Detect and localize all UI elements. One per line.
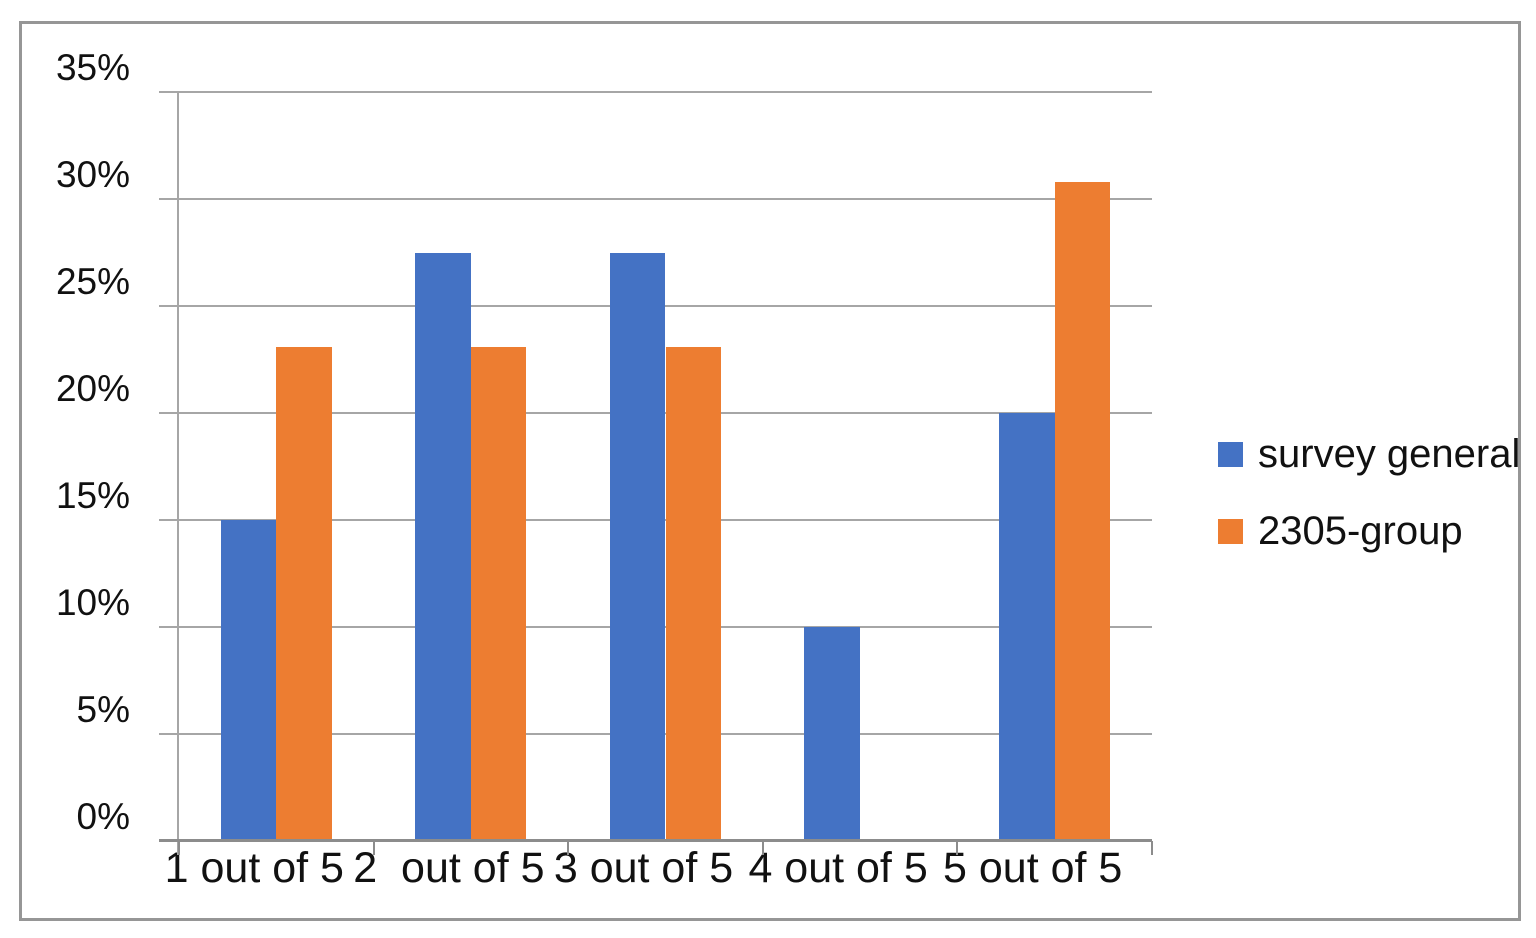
- y-axis-label-30%: 30%: [55, 154, 130, 195]
- x-axis-tick-5: [1151, 841, 1153, 855]
- y-axis-label-20%: 20%: [55, 368, 130, 409]
- y-axis-label-0%: 0%: [76, 796, 130, 837]
- y-axis-line: [177, 92, 179, 855]
- bar-survey-general-category-4: [804, 627, 861, 841]
- x-axis-tick-3: [761, 841, 764, 855]
- legend-item-survey-general: survey general: [1218, 430, 1520, 479]
- x-axis-tick-1: [372, 841, 375, 855]
- x-axis-line: [159, 839, 1152, 842]
- x-axis-label-category-1: 1 out of 5: [164, 844, 344, 892]
- y-axis-label-5%: 5%: [76, 689, 130, 730]
- gridline-30%: [159, 198, 1152, 200]
- bar-survey-general-category-2: [415, 252, 471, 841]
- bar-2305-group-category-1: [276, 346, 332, 841]
- y-axis-label-10%: 10%: [55, 582, 130, 623]
- y-axis-label-35%: 35%: [55, 47, 130, 88]
- y-axis-label-25%: 25%: [55, 261, 130, 302]
- legend-item-2305-group: 2305-group: [1218, 507, 1520, 556]
- legend-swatch-survey-general: [1218, 442, 1243, 467]
- x-axis-label-category-5: 5 out of 5: [943, 844, 1123, 892]
- legend: survey general 2305-group: [1218, 430, 1520, 584]
- gridline-35%: [159, 91, 1152, 93]
- bar-2305-group-category-2: [470, 346, 527, 841]
- x-axis-tick-2: [567, 841, 570, 855]
- chart-frame: survey general 2305-group: [19, 21, 1521, 921]
- x-axis-tick-4: [956, 841, 959, 855]
- bar-2305-group-category-5: [1054, 181, 1111, 841]
- bar-survey-general-category-5: [999, 413, 1055, 841]
- bar-survey-general-category-3: [609, 252, 666, 841]
- bar-2305-group-category-3: [665, 346, 722, 841]
- legend-label-survey-general: survey general: [1258, 432, 1521, 476]
- x-axis-label-category-3: 3 out of 5: [553, 844, 734, 892]
- x-axis-label-category-4: 4 out of 5: [748, 844, 928, 892]
- legend-swatch-2305-group: [1218, 519, 1243, 544]
- bar-survey-general-category-1: [220, 520, 277, 841]
- x-axis-tick-0: [178, 841, 180, 855]
- y-axis-label-15%: 15%: [55, 475, 130, 516]
- legend-label-2305-group: 2305-group: [1258, 509, 1463, 553]
- plot-area: [159, 91, 1153, 855]
- x-axis-label-category-2: 2 out of 5: [353, 844, 545, 892]
